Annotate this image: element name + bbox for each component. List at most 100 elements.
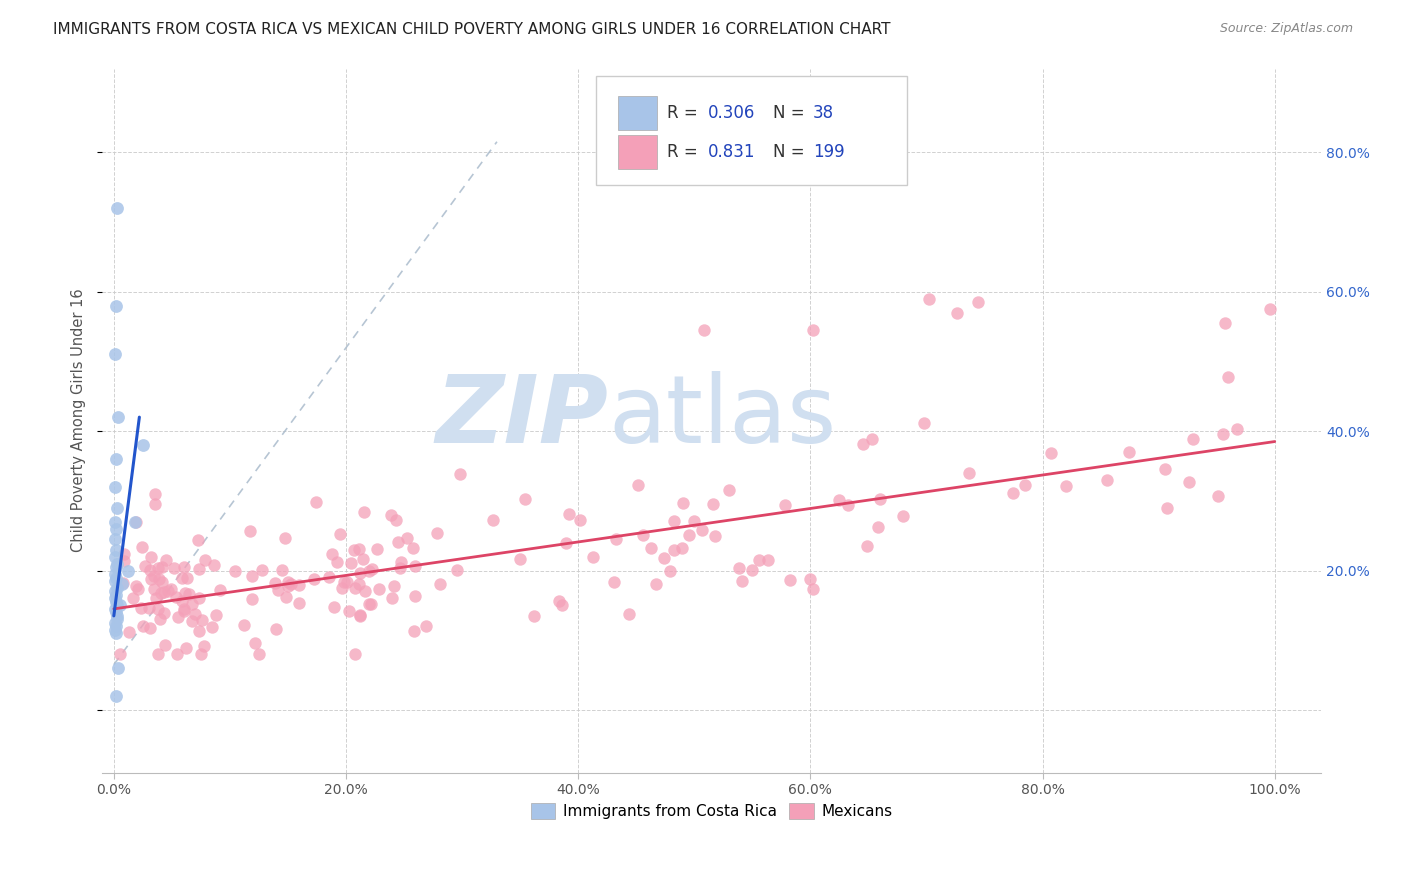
Point	[112, 576, 135, 591]
Point	[523, 608, 546, 623]
Point	[336, 575, 359, 590]
Point	[104, 567, 127, 582]
Point	[756, 552, 779, 566]
Point	[267, 583, 290, 598]
Point	[1213, 316, 1236, 330]
Point	[779, 574, 801, 588]
Point	[644, 577, 666, 591]
Point	[153, 607, 176, 621]
Point	[146, 561, 169, 575]
Point	[727, 560, 749, 574]
Point	[1002, 486, 1025, 500]
Point	[1178, 475, 1201, 490]
Text: 199: 199	[813, 144, 845, 161]
Point	[799, 572, 821, 586]
Point	[108, 599, 131, 613]
Point	[672, 495, 695, 509]
Point	[731, 574, 754, 589]
Point	[631, 527, 654, 541]
Point	[149, 612, 172, 626]
Point	[167, 610, 190, 624]
Text: N =: N =	[773, 103, 810, 122]
Point	[366, 542, 388, 557]
Point	[134, 559, 156, 574]
Point	[129, 601, 152, 615]
Point	[323, 600, 346, 615]
Point	[132, 438, 155, 452]
Point	[357, 597, 380, 611]
Point	[1154, 462, 1177, 476]
Point	[264, 575, 287, 590]
Point	[105, 626, 128, 640]
Point	[141, 549, 163, 564]
Point	[143, 569, 166, 583]
Point	[664, 542, 686, 557]
Point	[139, 621, 162, 635]
Point	[395, 532, 418, 546]
Bar	[617, 136, 657, 169]
Point	[683, 514, 706, 528]
Point	[305, 495, 328, 509]
Point	[105, 522, 128, 536]
Point	[143, 582, 166, 597]
Point	[105, 689, 128, 703]
Point	[381, 591, 404, 606]
Point	[105, 619, 128, 633]
Point	[105, 570, 128, 584]
Point	[163, 561, 186, 575]
Point	[105, 588, 128, 602]
Point	[603, 574, 626, 589]
Point	[360, 598, 382, 612]
Point	[482, 513, 505, 527]
Point	[224, 564, 246, 578]
Point	[252, 563, 274, 577]
Point	[404, 558, 426, 573]
Point	[166, 647, 188, 661]
Point	[104, 347, 127, 361]
Point	[139, 563, 162, 577]
Point	[741, 563, 763, 577]
Point	[349, 608, 371, 623]
Point	[247, 647, 270, 661]
Point	[181, 597, 204, 611]
Point	[388, 561, 411, 575]
Point	[127, 582, 149, 596]
Point	[717, 483, 740, 497]
Point	[446, 564, 468, 578]
Point	[704, 529, 727, 543]
Point	[277, 579, 299, 593]
Point	[187, 624, 209, 638]
Point	[202, 558, 225, 573]
Point	[187, 562, 209, 576]
Point	[330, 581, 353, 595]
Point	[678, 527, 700, 541]
Text: atlas: atlas	[607, 371, 837, 463]
Text: Source: ZipAtlas.com: Source: ZipAtlas.com	[1219, 22, 1353, 36]
Point	[193, 639, 215, 653]
Point	[1226, 422, 1249, 436]
Point	[160, 582, 183, 597]
Point	[671, 541, 693, 555]
Point	[240, 569, 263, 583]
Point	[1054, 479, 1077, 493]
Point	[194, 553, 217, 567]
Point	[208, 583, 231, 598]
Point	[170, 571, 193, 585]
Point	[111, 577, 134, 591]
Point	[349, 566, 371, 580]
FancyBboxPatch shape	[596, 76, 907, 185]
Point	[548, 593, 571, 607]
Point	[190, 647, 212, 661]
Point	[205, 607, 228, 622]
Text: ZIP: ZIP	[436, 371, 607, 463]
Point	[179, 587, 201, 601]
Point	[143, 487, 166, 501]
Point	[866, 520, 889, 534]
Point	[277, 574, 299, 589]
Point	[748, 553, 770, 567]
Text: R =: R =	[666, 144, 703, 161]
Point	[118, 624, 141, 639]
Point	[104, 480, 127, 494]
Point	[852, 437, 875, 451]
Point	[640, 541, 662, 555]
